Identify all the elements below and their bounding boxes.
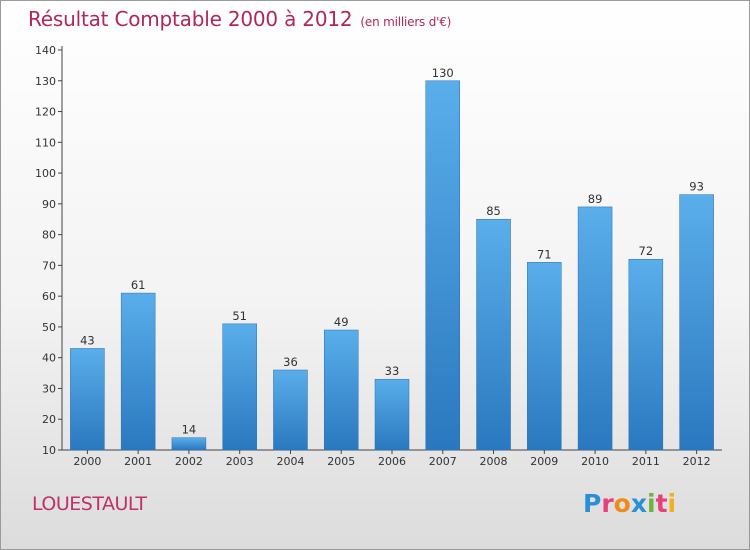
y-tick-label: 100 <box>35 167 56 180</box>
y-tick-label: 50 <box>42 321 56 334</box>
logo-letter: i <box>647 489 656 518</box>
logo-letter: P <box>583 489 602 518</box>
data-label: 51 <box>232 309 247 323</box>
bar <box>70 348 105 451</box>
bar <box>425 80 461 451</box>
y-tick-label: 60 <box>42 290 56 303</box>
chart-title: Résultat Comptable 2000 à 2012 (en millie… <box>28 7 451 31</box>
x-tick-label: 2012 <box>683 455 711 468</box>
bar <box>171 437 207 451</box>
y-tick-label: 70 <box>42 259 56 272</box>
data-label: 49 <box>334 315 349 329</box>
proxiti-logo[interactable]: Proxiti <box>583 489 676 518</box>
logo-letter: i <box>667 489 677 518</box>
data-label: 33 <box>385 364 400 378</box>
y-tick-label: 90 <box>42 198 56 211</box>
data-label: 89 <box>588 192 603 206</box>
bar <box>222 323 257 451</box>
logo-letter: x <box>630 489 647 518</box>
x-tick-label: 2003 <box>226 455 254 468</box>
bar <box>476 218 511 451</box>
x-tick-label: 2011 <box>632 455 660 468</box>
y-tick-label: 10 <box>42 444 56 457</box>
x-tick-label: 2006 <box>378 455 406 468</box>
bar <box>273 369 308 451</box>
x-tick-label: 2009 <box>530 455 558 468</box>
x-tick-label: 2010 <box>581 455 609 468</box>
x-tick-label: 2007 <box>429 455 457 468</box>
data-label: 72 <box>639 244 654 258</box>
y-tick-label: 40 <box>42 352 56 365</box>
x-tick-label: 2005 <box>327 455 355 468</box>
y-tick-label: 80 <box>42 229 56 242</box>
logo-letter: r <box>601 489 614 518</box>
bar <box>120 292 156 451</box>
x-tick-label: 2001 <box>124 455 152 468</box>
chart-subtitle: (en milliers d'€) <box>360 15 452 29</box>
logo-letter: o <box>613 489 631 518</box>
bar <box>577 206 613 451</box>
y-tick-label: 30 <box>42 382 56 395</box>
x-tick-label: 2000 <box>73 455 101 468</box>
y-tick-label: 120 <box>35 106 56 119</box>
y-tick-label: 140 <box>35 44 56 57</box>
data-label: 14 <box>182 423 197 437</box>
commune-name: LOUESTAULT <box>32 493 147 515</box>
data-label: 93 <box>689 180 704 194</box>
bar <box>527 262 562 451</box>
data-label: 43 <box>80 333 95 347</box>
data-label: 61 <box>131 278 146 292</box>
x-tick-label: 2008 <box>480 455 508 468</box>
y-tick-label: 20 <box>42 413 56 426</box>
x-tick-label: 2002 <box>175 455 203 468</box>
chart-title-text: Résultat Comptable 2000 à 2012 <box>28 7 353 31</box>
data-label: 71 <box>537 247 552 261</box>
data-label: 130 <box>432 66 454 80</box>
logo-letter: t <box>655 489 668 518</box>
bar <box>374 378 410 451</box>
data-label: 85 <box>486 204 501 218</box>
y-tick-label: 110 <box>35 136 56 149</box>
x-tick-label: 2004 <box>276 455 304 468</box>
bar <box>628 258 664 451</box>
bar <box>323 329 359 451</box>
y-tick-label: 130 <box>35 75 56 88</box>
bar <box>679 194 714 451</box>
data-label: 36 <box>283 355 298 369</box>
